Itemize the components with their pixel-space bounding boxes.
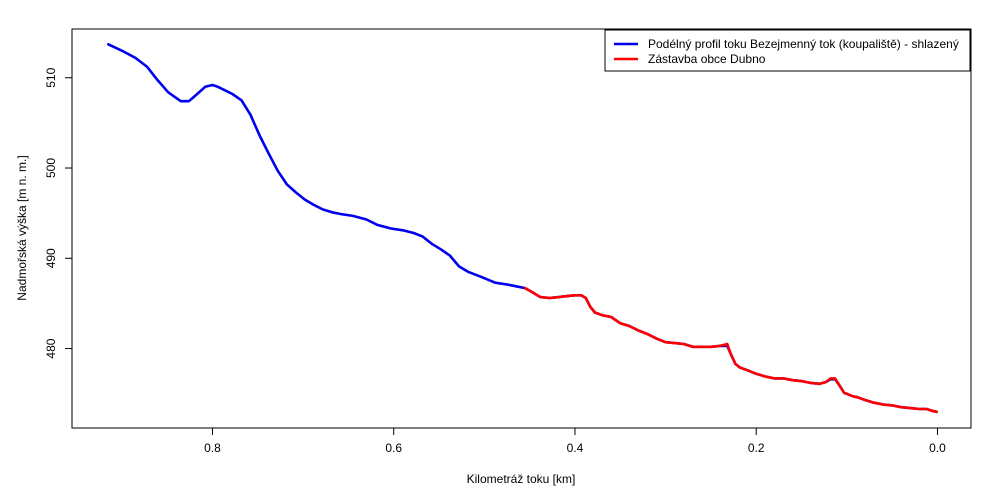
x-tick-label: 0.6	[385, 441, 402, 455]
x-axis-title: Kilometráž toku [km]	[467, 472, 576, 486]
x-tick-label: 0.8	[204, 441, 221, 455]
legend-label-profile: Podélný profil toku Bezejmenný tok (koup…	[648, 37, 959, 51]
y-tick-label: 500	[44, 158, 58, 178]
x-tick-label: 0.2	[748, 441, 765, 455]
legend: Podélný profil toku Bezejmenný tok (koup…	[604, 29, 971, 72]
y-axis-title: Nadmořská výška [m n. m.]	[15, 155, 29, 300]
legend-label-settlement: Zástavba obce Dubno	[648, 52, 766, 66]
series-layer	[106, 42, 938, 414]
x-tick-label: 0.4	[567, 441, 584, 455]
x-axis: 0.8 0.6 0.4 0.2 0.0	[204, 428, 946, 455]
y-tick-label: 480	[44, 338, 58, 358]
legend-box	[604, 29, 971, 72]
plot-frame	[71, 28, 972, 429]
x-tick-label: 0.0	[929, 441, 946, 455]
y-axis: 480 490 500 510	[44, 67, 72, 359]
y-tick-label: 510	[44, 67, 58, 87]
y-tick-label: 490	[44, 248, 58, 268]
series-line-settlement	[523, 286, 938, 414]
